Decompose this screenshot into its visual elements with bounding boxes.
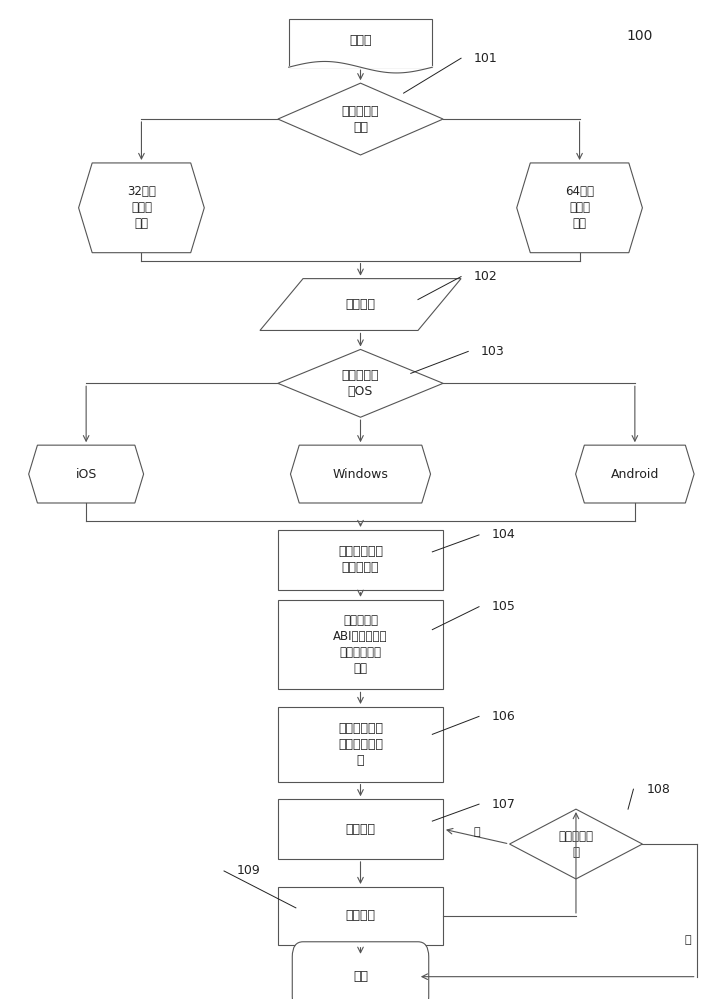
Polygon shape bbox=[278, 349, 443, 417]
FancyBboxPatch shape bbox=[292, 942, 429, 1000]
Text: 64位指
令集生
成器: 64位指 令集生 成器 bbox=[565, 185, 594, 230]
Text: 面向目标操作
系统的代码封
装: 面向目标操作 系统的代码封 装 bbox=[338, 722, 383, 767]
Polygon shape bbox=[79, 163, 204, 253]
Text: 用户选择目
标OS: 用户选择目 标OS bbox=[342, 369, 379, 398]
Text: 107: 107 bbox=[492, 798, 516, 811]
Text: 代码优化: 代码优化 bbox=[345, 823, 376, 836]
Text: 具有优化空
间: 具有优化空 间 bbox=[559, 830, 593, 859]
Bar bbox=[278, 600, 443, 689]
Text: 106: 106 bbox=[492, 710, 516, 723]
Text: 优化封装: 优化封装 bbox=[345, 909, 376, 922]
Text: 103: 103 bbox=[481, 345, 505, 358]
Text: 用户选择指
令集: 用户选择指 令集 bbox=[342, 105, 379, 134]
Bar bbox=[278, 887, 443, 945]
Text: 平台相关的汇
编格式映射: 平台相关的汇 编格式映射 bbox=[338, 545, 383, 574]
Bar bbox=[278, 530, 443, 590]
Text: 100: 100 bbox=[627, 29, 653, 43]
Polygon shape bbox=[29, 445, 143, 503]
Text: 否: 否 bbox=[685, 935, 691, 945]
Text: 102: 102 bbox=[474, 270, 497, 283]
Bar bbox=[288, 19, 433, 67]
Bar bbox=[278, 707, 443, 782]
Text: 是: 是 bbox=[473, 827, 479, 837]
Polygon shape bbox=[517, 163, 642, 253]
Polygon shape bbox=[510, 809, 642, 879]
Text: iOS: iOS bbox=[76, 468, 97, 481]
Polygon shape bbox=[278, 83, 443, 155]
Text: 32位指
令集生
成器: 32位指 令集生 成器 bbox=[127, 185, 156, 230]
Text: 108: 108 bbox=[646, 783, 671, 796]
Text: 105: 105 bbox=[492, 600, 516, 613]
Text: 101: 101 bbox=[474, 52, 497, 65]
Text: Android: Android bbox=[611, 468, 659, 481]
Text: 平台相关的
ABI（应用程序
二进制接口）
映射: 平台相关的 ABI（应用程序 二进制接口） 映射 bbox=[333, 614, 388, 675]
Text: 109: 109 bbox=[237, 864, 261, 877]
Text: Windows: Windows bbox=[332, 468, 389, 481]
Polygon shape bbox=[575, 445, 694, 503]
Text: 104: 104 bbox=[492, 528, 516, 541]
Polygon shape bbox=[291, 445, 430, 503]
Polygon shape bbox=[260, 279, 461, 330]
Text: 源代码: 源代码 bbox=[349, 34, 372, 47]
Bar bbox=[278, 799, 443, 859]
Text: 结束: 结束 bbox=[353, 970, 368, 983]
Text: 原始汇编: 原始汇编 bbox=[345, 298, 376, 311]
